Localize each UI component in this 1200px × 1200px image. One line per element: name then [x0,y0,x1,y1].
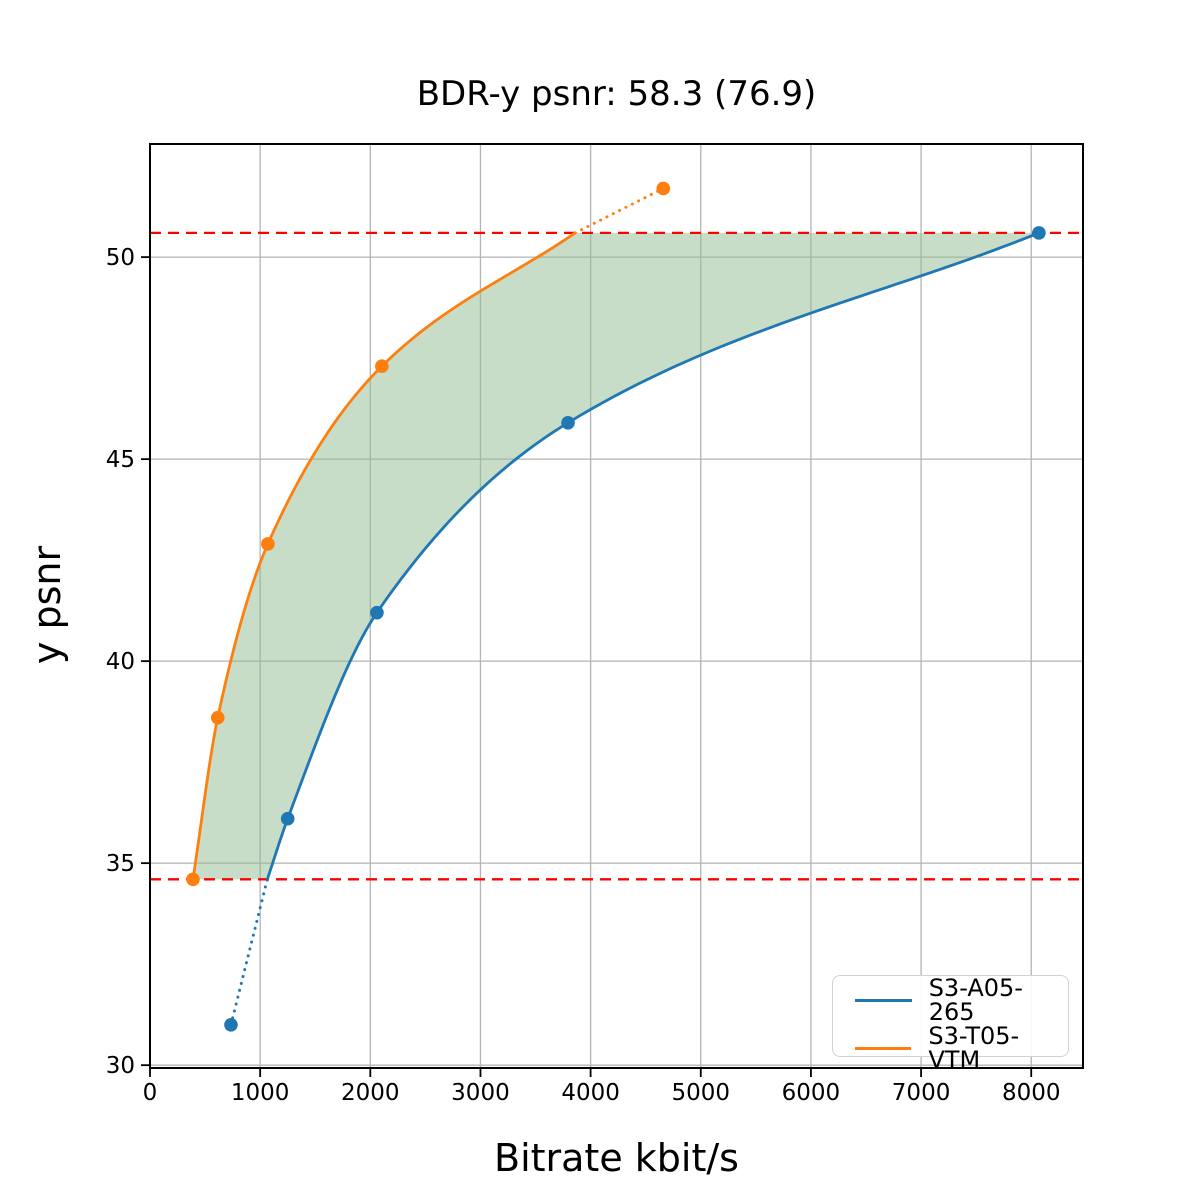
chart-title: BDR-y psnr: 58.3 (76.9) [416,74,817,114]
data-point-S3-T05-VTM [261,537,275,551]
y-tick-label: 45 [106,447,135,473]
y-tick-label: 35 [106,851,135,877]
y-tick-label: 50 [106,245,135,271]
legend-label: S3-T05-VTM [928,1022,1020,1074]
y-tick-label: 40 [106,649,135,675]
data-point-S3-A05-265 [370,605,384,620]
y-axis-label: y psnr [25,545,69,665]
plot-border [149,143,1084,1069]
data-point-S3-T05-VTM [656,181,671,196]
legend-entry-s3-a05-265: S3-A05-265 [833,976,1068,1024]
data-point-S3-A05-265 [280,811,295,826]
x-tick-label: 8000 [1002,1080,1061,1106]
x-tick-label: 4000 [561,1080,620,1106]
data-point-S3-A05-265 [1032,226,1046,240]
data-point-S3-T05-VTM [375,359,389,374]
x-axis-label: Bitrate kbit/s [494,1136,739,1180]
x-tick-label: 3000 [451,1080,510,1106]
bd-shaded-region [192,232,1039,880]
legend: S3-A05-265 S3-T05-VTM [832,975,1069,1072]
series-extrapolation-S3-T05-VTM [573,186,665,235]
legend-label: S3-A05-265 [928,974,1023,1026]
data-point-S3-T05-VTM [186,872,200,887]
data-point-S3-T05-VTM [210,710,225,725]
y-tick-label: 30 [106,1053,135,1079]
data-point-S3-A05-265 [224,1017,238,1032]
legend-line-sample-blue [855,998,912,1002]
x-tick-label: 1000 [231,1080,290,1106]
x-tick-label: 7000 [892,1080,951,1106]
x-tick-label: 2000 [341,1080,400,1106]
data-point-S3-A05-265 [561,415,575,430]
x-tick-label: 0 [143,1080,158,1106]
x-tick-label: 6000 [782,1080,841,1106]
x-tick-label: 5000 [671,1080,730,1106]
legend-line-sample-orange [855,1046,912,1050]
legend-entry-s3-t05-vtm: S3-T05-VTM [833,1024,1068,1072]
